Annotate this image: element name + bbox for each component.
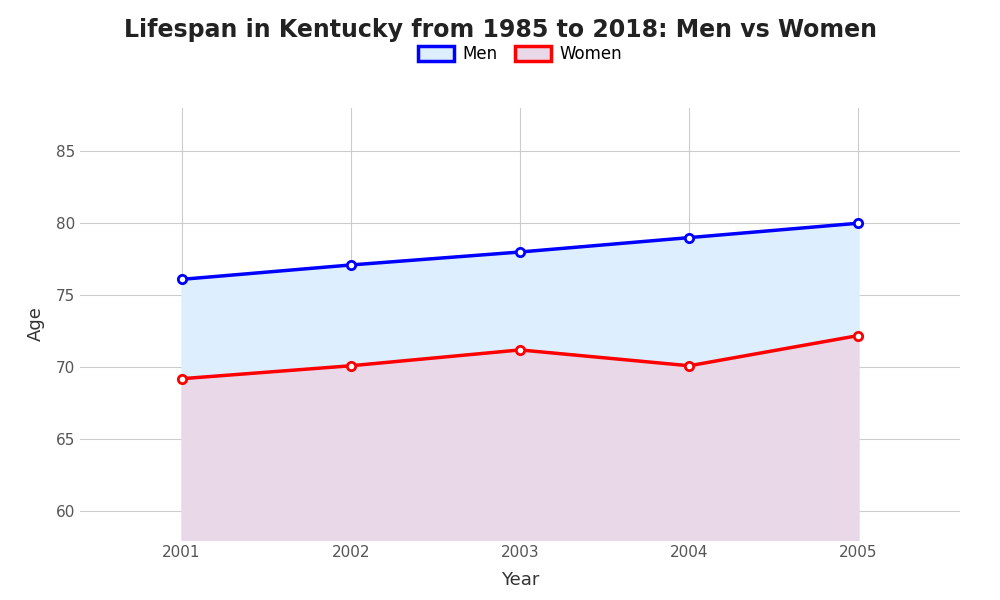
Y-axis label: Age: Age <box>27 307 45 341</box>
Text: Lifespan in Kentucky from 1985 to 2018: Men vs Women: Lifespan in Kentucky from 1985 to 2018: … <box>124 18 876 42</box>
Legend: Men, Women: Men, Women <box>411 38 629 70</box>
X-axis label: Year: Year <box>501 571 539 589</box>
